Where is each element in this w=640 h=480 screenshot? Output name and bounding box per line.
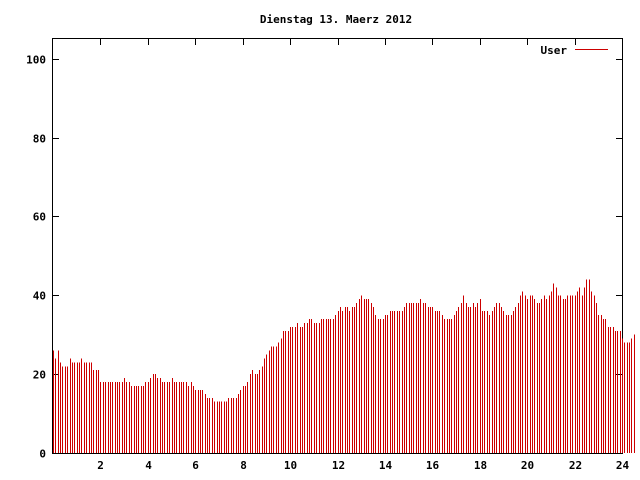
y-tick-label: 40 [33, 290, 46, 303]
x-tick-label: 18 [474, 459, 487, 472]
x-tick-label: 24 [616, 459, 630, 472]
bars-series-user [53, 279, 635, 453]
y-tick-label: 80 [33, 133, 46, 146]
y-tick-label: 100 [26, 54, 46, 67]
plot-frame [52, 38, 623, 454]
legend-label-user: User [541, 44, 568, 57]
x-tick-label: 4 [145, 459, 152, 472]
x-tick-label: 16 [426, 459, 440, 472]
chart-title: Dienstag 13. Maerz 2012 [260, 13, 412, 26]
x-tick-label: 12 [332, 459, 345, 472]
y-tick-label: 20 [33, 369, 46, 382]
x-tick-label: 22 [569, 459, 582, 472]
legend: User [541, 44, 608, 57]
x-tick-label: 2 [97, 459, 104, 472]
x-tick-label: 8 [240, 459, 247, 472]
y-tick-label: 60 [33, 211, 46, 224]
y-axis: 0 20 40 60 80 100 [26, 54, 622, 461]
x-tick-label: 6 [192, 459, 199, 472]
x-tick-label: 20 [521, 459, 534, 472]
y-tick-label: 0 [39, 448, 46, 461]
x-tick-label: 10 [284, 459, 297, 472]
x-tick-label: 14 [379, 459, 393, 472]
